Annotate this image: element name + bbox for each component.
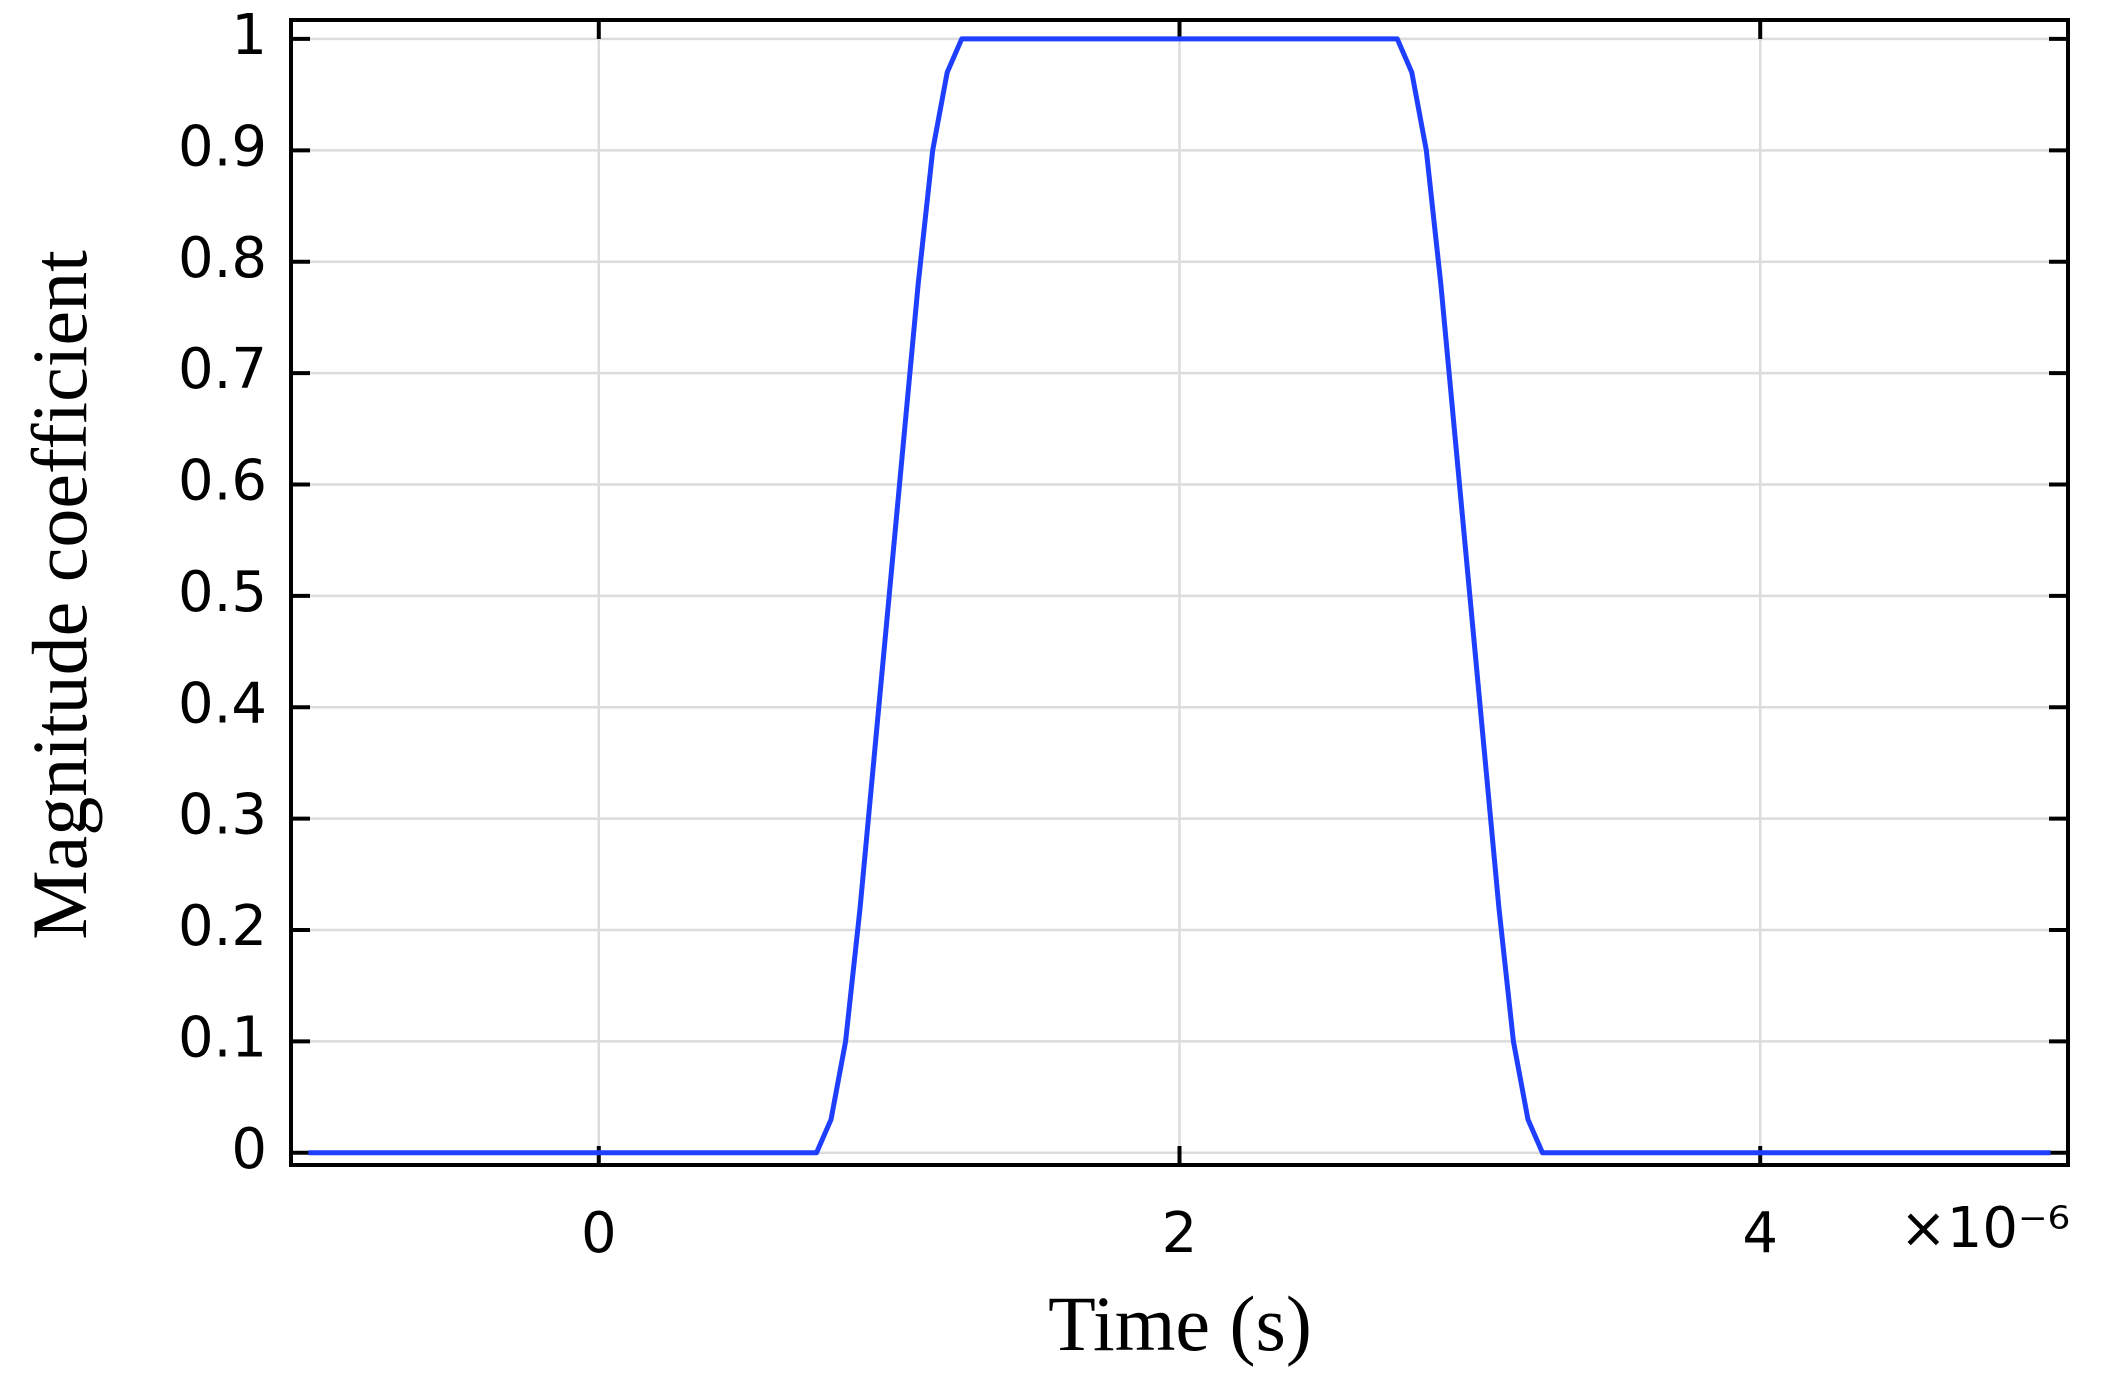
y-axis-label: Magnitude coefficient (16, 250, 103, 940)
y-tick-label: 0.6 (178, 449, 267, 514)
y-tick-label: 0.5 (178, 560, 267, 625)
x-tick-label: 0 (581, 1201, 617, 1266)
x-multiplier: ×10⁻⁶ (1900, 1196, 2070, 1261)
y-tick-label: 0.7 (178, 337, 267, 402)
y-tick-label: 0.9 (178, 114, 267, 179)
y-tick-label: 1 (231, 3, 267, 68)
y-tick-label: 0.2 (178, 894, 267, 959)
y-tick-label: 0 (231, 1117, 267, 1182)
plot-frame (289, 18, 2070, 1167)
data-line (308, 36, 2051, 1156)
y-tick-label: 0.1 (178, 1006, 267, 1071)
x-tick-label: 2 (1162, 1201, 1198, 1266)
x-tick-label: 4 (1742, 1201, 1778, 1266)
y-tick-label: 0.4 (178, 671, 267, 736)
x-axis-label: Time (s) (1048, 1280, 1312, 1367)
y-tick-label: 0.3 (178, 783, 267, 848)
y-tick-label: 0.8 (178, 226, 267, 291)
